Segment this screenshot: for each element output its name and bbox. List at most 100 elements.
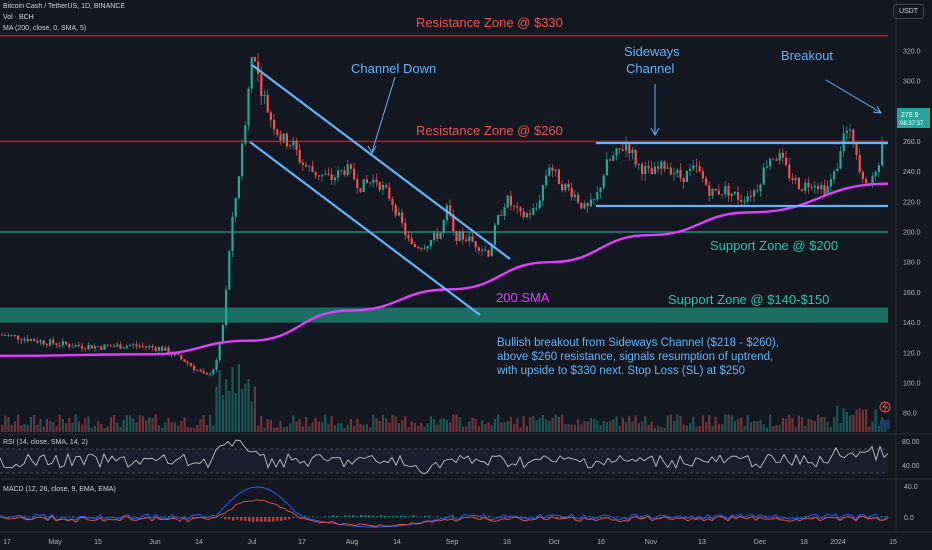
macd-hist-bar: [232, 517, 235, 521]
channel-down-lower: [249, 141, 481, 316]
candle-body: [385, 184, 388, 188]
currency-button[interactable]: USDT: [892, 4, 924, 19]
candle-body: [119, 344, 122, 349]
candle-body: [484, 249, 487, 251]
time-label: Dec: [754, 539, 767, 546]
volume-bar: [612, 418, 615, 432]
macd-hist-bar: [224, 517, 227, 520]
volume-bar: [474, 418, 477, 432]
volume-bar: [727, 414, 730, 432]
volume-bar: [596, 420, 599, 432]
macd-hist-bar: [260, 517, 263, 522]
volume-bar: [817, 414, 820, 432]
volume-bar: [637, 423, 640, 432]
price-tick: 120.0: [903, 350, 921, 357]
volume-bar: [189, 427, 192, 432]
candle-body: [90, 345, 93, 349]
candle-body: [257, 61, 260, 75]
channel-down-upper: [251, 64, 511, 260]
macd-hist-bar: [504, 517, 507, 519]
candle-body: [477, 247, 480, 251]
macd-histogram: [0, 514, 891, 523]
volume-bar: [68, 417, 71, 432]
volume-bar: [375, 418, 378, 432]
volume-bar: [813, 421, 816, 432]
time-label: 2024: [830, 539, 846, 546]
volume-bar: [442, 418, 445, 432]
candle-body: [247, 88, 250, 126]
volume-bar: [701, 415, 704, 432]
candle-body: [775, 159, 778, 161]
events-icon[interactable]: [879, 401, 891, 413]
ma-legend: MA (200, close, 0, SMA, 5): [3, 25, 87, 32]
candle-body: [833, 171, 836, 180]
volume-bar: [711, 425, 714, 432]
volume-bar: [215, 387, 218, 432]
volume-bar: [170, 422, 173, 432]
volume-bar: [327, 423, 330, 432]
candles: [1, 52, 887, 377]
macd-hist-bar: [272, 517, 275, 522]
time-label: Aug: [346, 539, 359, 546]
macd-hist-bar: [692, 517, 695, 518]
candle-body: [343, 170, 346, 175]
volume-bar: [276, 427, 279, 432]
candle-body: [23, 338, 26, 341]
channel-down-label: Channel Down: [351, 61, 436, 76]
volume-bar: [791, 418, 794, 432]
volume-bar: [769, 414, 772, 432]
volume-bar: [39, 418, 42, 432]
candle-body: [759, 184, 762, 192]
candle-body: [340, 170, 343, 172]
macd-hist-bar: [640, 516, 643, 518]
candle-body: [36, 341, 39, 343]
candle-body: [788, 164, 791, 179]
volume-bar: [871, 421, 874, 432]
candle-body: [305, 164, 308, 167]
volume-bar: [426, 423, 429, 432]
price-tick: 180.0: [903, 260, 921, 267]
macd-hist-bar: [660, 517, 663, 518]
macd-hist-bar: [176, 516, 179, 518]
candle-body: [615, 148, 618, 156]
candle-body: [631, 150, 634, 154]
volume-bar: [295, 421, 298, 432]
volume-bar: [36, 424, 39, 432]
volume-bar: [599, 424, 602, 432]
candle-body: [746, 196, 749, 202]
candle-body: [116, 344, 119, 347]
candle-body: [458, 231, 461, 241]
macd-hist-bar: [288, 517, 291, 520]
volume-bar: [90, 427, 93, 432]
volume-bar: [481, 420, 484, 432]
volume-bar: [705, 422, 708, 432]
volume-bar: [833, 417, 836, 432]
volume-bar: [829, 426, 832, 432]
macd-hist-bar: [564, 516, 567, 518]
candle-body: [589, 199, 592, 207]
volume-bar: [113, 414, 116, 432]
candle-body: [407, 235, 410, 239]
info-icon[interactable]: [880, 420, 890, 429]
volume-bar: [644, 416, 647, 432]
candle-body: [417, 246, 420, 249]
macd-legend: MACD (12, 26, close, 9, EMA, EMA): [3, 486, 116, 493]
macd-hist-bar: [508, 517, 511, 518]
volume-bar: [279, 420, 282, 432]
candle-body: [644, 166, 647, 174]
volume-bar: [529, 417, 532, 432]
volume-bar: [234, 393, 237, 432]
volume-bar: [625, 421, 628, 432]
macd-hist-bar: [180, 517, 183, 518]
candle-body: [679, 169, 682, 179]
macd-hist-bar: [868, 516, 871, 518]
candle-body: [273, 119, 276, 130]
volume-bar: [810, 419, 813, 432]
volume-bar: [410, 421, 413, 432]
macd-hist-bar: [148, 517, 151, 518]
candle-body: [129, 345, 132, 346]
volume-bar: [205, 425, 208, 432]
candle-body: [522, 211, 525, 218]
candle-body: [308, 166, 311, 168]
